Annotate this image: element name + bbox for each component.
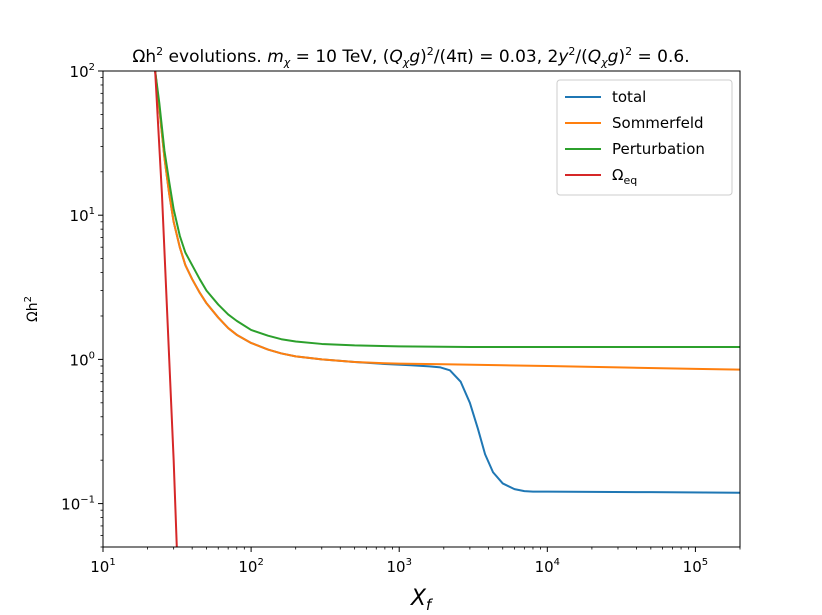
x-axis-label: Xf xyxy=(410,586,434,614)
y-tick-label: 10−1 xyxy=(61,495,95,514)
series-line-1 xyxy=(154,71,740,371)
series-layer xyxy=(154,71,740,547)
x-tick-label: 104 xyxy=(535,557,560,576)
chart-title: Ωh2 evolutions. mχ = 10 TeV, (Qχg)2/(4π)… xyxy=(132,45,689,69)
y-tick-label: 100 xyxy=(70,350,95,369)
x-axis: 101 102 103 104 105 xyxy=(90,547,741,576)
legend: total Sommerfeld Perturbation Ωeq xyxy=(556,79,733,196)
y-tick-label: 102 xyxy=(70,62,95,81)
legend-label: Ωeq xyxy=(612,166,637,187)
x-tick-label: 102 xyxy=(238,557,263,576)
series-line-2 xyxy=(154,71,740,348)
plot-frame xyxy=(102,70,741,548)
legend-label: total xyxy=(612,88,646,106)
legend-label: Sommerfeld xyxy=(612,114,704,132)
x-tick-label: 103 xyxy=(386,557,411,576)
series-line-3 xyxy=(154,71,178,547)
legend-label: Perturbation xyxy=(612,140,705,158)
y-tick-label: 101 xyxy=(70,206,95,225)
x-tick-label: 101 xyxy=(90,557,115,576)
y-axis-label: Ωh2 xyxy=(23,296,41,322)
x-tick-label: 105 xyxy=(683,557,708,576)
y-axis: 10−1 100 101 102 xyxy=(61,62,103,548)
legend-box xyxy=(556,79,733,196)
